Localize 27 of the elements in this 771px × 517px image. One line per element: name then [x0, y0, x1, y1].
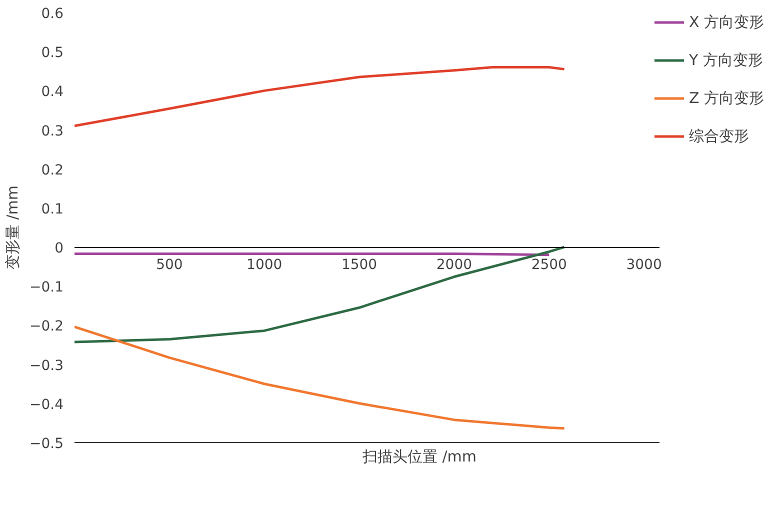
- y-axis-title: 变形量 /mm: [4, 185, 22, 270]
- line-series: [74, 326, 566, 430]
- line-series: [74, 66, 566, 128]
- x-tick-label: 3000: [626, 257, 662, 274]
- line-series: [74, 246, 566, 344]
- x-tick-label: 1000: [246, 257, 282, 274]
- y-tick-label: −0.2: [30, 318, 64, 335]
- y-tick-label: −0.4: [30, 396, 64, 413]
- x-tick-label: 1500: [341, 257, 378, 274]
- y-tick-label: −0.3: [30, 358, 64, 374]
- x-axis-title: 扫描头位置 /mm: [361, 448, 477, 466]
- y-tick-label: 0.4: [41, 84, 64, 100]
- y-tick-label: 0: [54, 240, 64, 257]
- legend-label: Y 方向变形: [688, 50, 763, 70]
- y-tick-label: 0.2: [41, 162, 64, 178]
- y-tick-label: 0.1: [41, 201, 64, 218]
- legend-label: 综合变形: [688, 126, 749, 146]
- y-tick-label: 0.6: [41, 6, 64, 22]
- x-tick-label: 2500: [531, 257, 567, 274]
- x-tick-label: 2000: [436, 257, 472, 274]
- legend-label: Z 方向变形: [688, 88, 764, 108]
- x-tick-label: 500: [156, 257, 183, 274]
- y-tick-label: −0.1: [30, 280, 64, 296]
- legend-label: X 方向变形: [688, 12, 764, 32]
- y-tick-label: −0.5: [30, 436, 64, 452]
- y-tick-label: 0.3: [41, 123, 64, 140]
- y-tick-label: 0.5: [41, 45, 64, 62]
